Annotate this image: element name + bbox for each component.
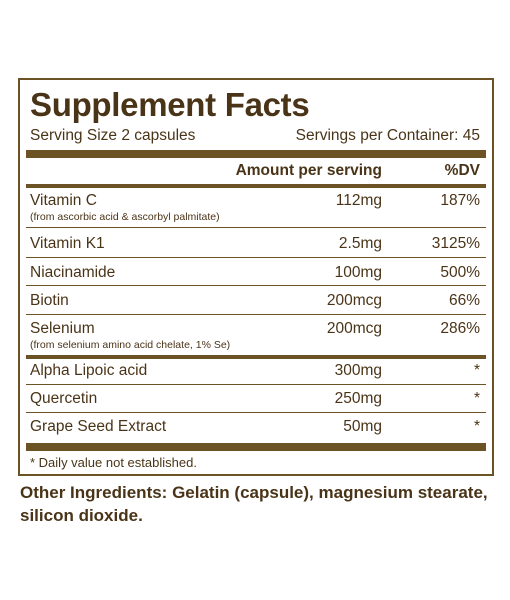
section-divider bbox=[26, 355, 486, 359]
other-ingredients: Other Ingredients: Gelatin (capsule), ma… bbox=[20, 483, 488, 525]
nutrient-amount: 200mcg bbox=[326, 320, 382, 337]
nutrient-source: (from selenium amino acid chelate, 1% Se… bbox=[30, 339, 231, 351]
nutrient-name: Vitamin C bbox=[30, 192, 97, 209]
nutrient-amount: 300mg bbox=[334, 362, 382, 379]
header-thick-rule bbox=[26, 150, 486, 158]
supplement-facts-panel: Supplement Facts Serving Size 2 capsules… bbox=[18, 78, 494, 476]
servings-per-container: Servings per Container: 45 bbox=[295, 127, 480, 144]
row-divider bbox=[26, 314, 486, 315]
nutrient-amount: 200mcg bbox=[326, 292, 382, 309]
column-header-amount: Amount per serving bbox=[235, 162, 382, 179]
nutrient-name: Quercetin bbox=[30, 390, 98, 407]
nutrient-dv: * bbox=[473, 362, 480, 379]
nutrient-dv: * bbox=[473, 418, 480, 435]
nutrient-amount: 50mg bbox=[343, 418, 382, 435]
serving-size: Serving Size 2 capsules bbox=[30, 127, 196, 144]
nutrient-amount: 112mg bbox=[335, 192, 382, 209]
nutrient-name: Grape Seed Extract bbox=[30, 418, 167, 435]
nutrient-name: Vitamin K1 bbox=[30, 235, 105, 252]
nutrient-dv: 187% bbox=[440, 192, 480, 209]
nutrient-dv: 66% bbox=[448, 292, 480, 309]
row-divider bbox=[26, 412, 486, 413]
nutrient-dv: * bbox=[473, 390, 480, 407]
nutrient-amount: 2.5mg bbox=[338, 235, 382, 252]
row-divider bbox=[26, 257, 486, 258]
nutrient-amount: 250mg bbox=[334, 390, 382, 407]
nutrient-name: Alpha Lipoic acid bbox=[30, 362, 148, 379]
nutrient-source: (from ascorbic acid & ascorbyl palmitate… bbox=[30, 211, 220, 223]
row-divider bbox=[26, 285, 486, 286]
panel-title: Supplement Facts bbox=[30, 86, 310, 123]
column-header-dv: %DV bbox=[444, 162, 480, 179]
header-bottom-rule bbox=[26, 184, 486, 188]
nutrient-name: Selenium bbox=[30, 320, 95, 337]
footer-thick-rule bbox=[26, 443, 486, 451]
nutrient-name: Niacinamide bbox=[30, 264, 116, 281]
nutrient-dv: 500% bbox=[440, 264, 480, 281]
nutrient-dv: 3125% bbox=[431, 235, 480, 252]
footnote: * Daily value not established. bbox=[30, 455, 197, 470]
nutrient-dv: 286% bbox=[440, 320, 480, 337]
nutrient-amount: 100mg bbox=[334, 264, 382, 281]
row-divider bbox=[26, 384, 486, 385]
nutrient-name: Biotin bbox=[30, 292, 69, 309]
row-divider bbox=[26, 227, 486, 228]
